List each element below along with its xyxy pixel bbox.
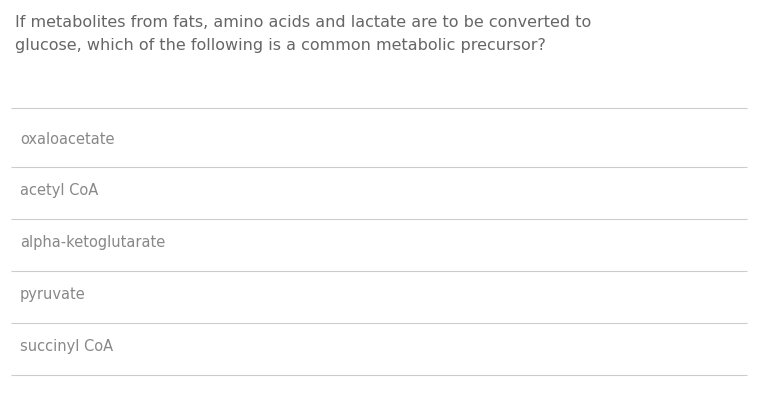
Text: oxaloacetate: oxaloacetate [20, 131, 114, 147]
Text: succinyl CoA: succinyl CoA [20, 339, 113, 354]
Text: pyruvate: pyruvate [20, 288, 86, 303]
Text: alpha-ketoglutarate: alpha-ketoglutarate [20, 236, 165, 250]
Text: acetyl CoA: acetyl CoA [20, 183, 99, 198]
Text: If metabolites from fats, amino acids and lactate are to be converted to: If metabolites from fats, amino acids an… [15, 15, 591, 30]
Text: glucose, which of the following is a common metabolic precursor?: glucose, which of the following is a com… [15, 38, 546, 53]
